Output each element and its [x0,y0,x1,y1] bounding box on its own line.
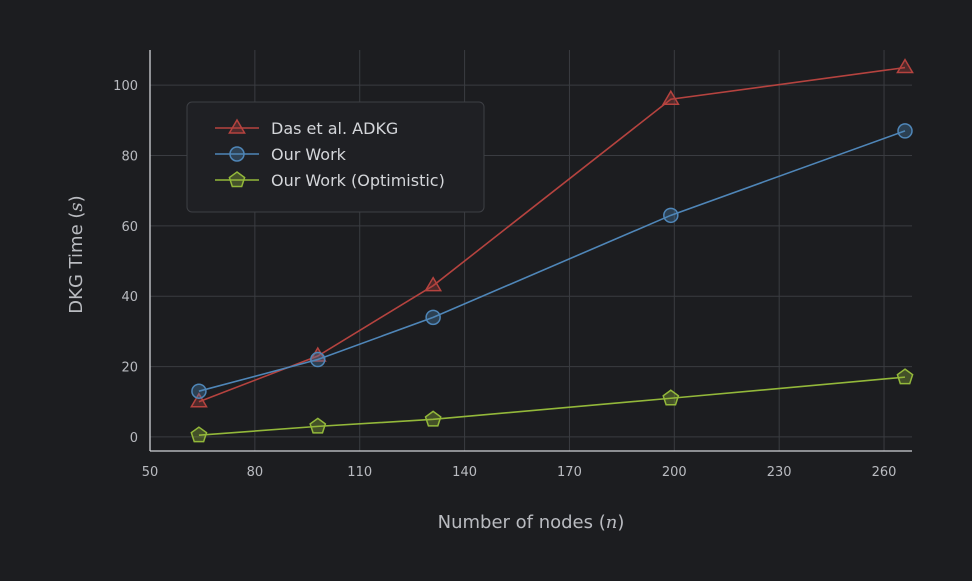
data-point [897,123,913,139]
legend-entry: Das et al. ADKG [215,118,398,138]
tick-labels: 50 80 110 140 170 200 230 260 0 20 40 60 80 100 [113,79,896,480]
axis-titles: Number of nodes (n) DKG Time (s) [66,195,624,533]
y-tick-label: 20 [121,361,138,376]
x-tick-label: 80 [247,465,264,480]
legend-marker [229,146,245,162]
y-tick-label: 40 [121,290,138,305]
x-tick-label: 170 [557,465,582,480]
data-point [309,417,327,434]
legend: Das et al. ADKG Our Work Our Work (Optimis… [186,101,485,213]
data-point [661,89,680,105]
legend-label: Our Work [271,145,347,164]
data-point [190,392,208,408]
y-tick-label: 0 [130,431,138,446]
data-point [663,207,679,224]
x-tick-label: 260 [872,465,897,480]
x-axis-title: Number of nodes (n) [438,512,625,533]
axes [149,50,912,452]
data-point [190,426,208,443]
series-layer [190,58,914,443]
data-point [310,351,326,368]
y-tick-label: 60 [121,220,138,235]
data-point [424,276,443,292]
data-point [191,383,207,399]
series-line [198,376,906,436]
x-tick-label: 200 [662,465,687,480]
series-2 [190,368,914,443]
y-axis-title: DKG Time (s) [66,195,87,313]
legend-marker [228,171,246,188]
legend-label: Our Work (Optimistic) [271,171,445,190]
data-point [896,368,914,385]
data-point [896,58,914,74]
series-1 [191,123,913,399]
series-line [198,66,906,403]
data-point [662,389,680,406]
data-point [425,309,441,326]
x-tick-label: 230 [767,465,792,480]
legend-entry: Our Work [215,145,347,164]
x-tick-label: 110 [347,465,372,480]
x-tick-label: 140 [452,465,477,480]
legend-marker [228,118,246,134]
series-line [198,130,906,392]
data-point [424,410,442,427]
legend-entry: Our Work (Optimistic) [215,171,445,190]
legend-label: Das et al. ADKG [271,119,398,138]
legend-box [186,101,485,213]
y-tick-label: 80 [121,150,138,165]
x-tick-label: 50 [142,465,159,480]
y-tick-label: 100 [113,79,138,94]
